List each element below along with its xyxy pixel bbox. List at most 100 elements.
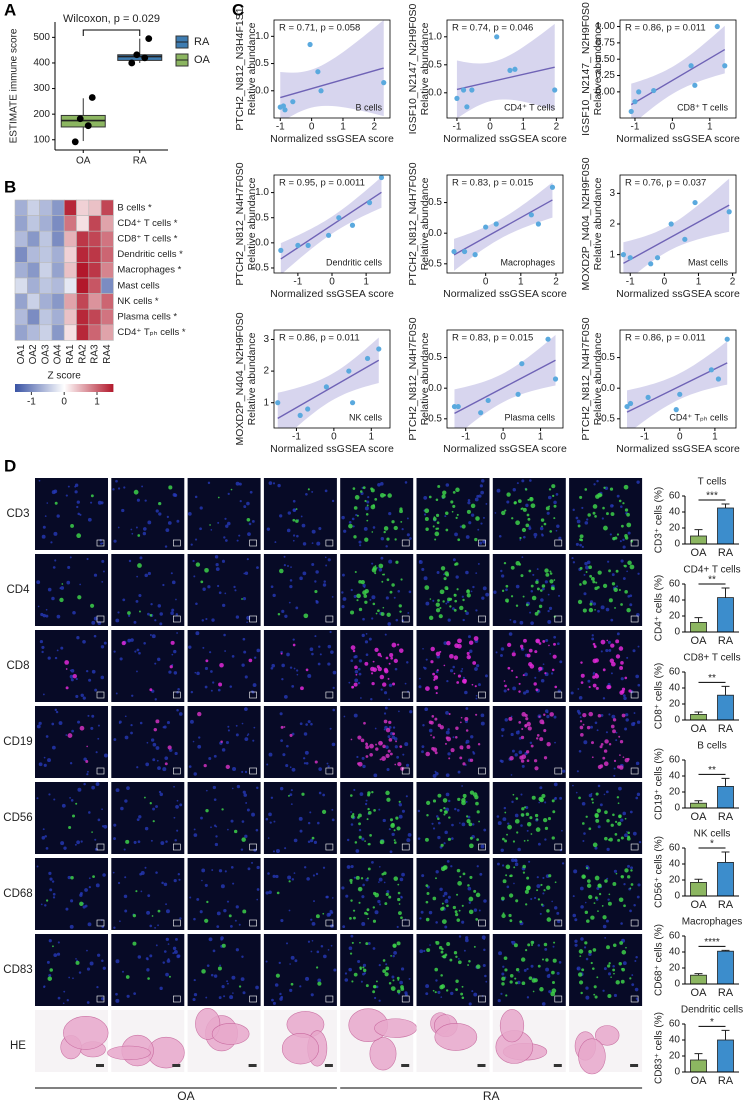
nucleus bbox=[171, 654, 173, 656]
nucleus bbox=[102, 542, 104, 544]
stain-signal bbox=[525, 949, 527, 951]
nucleus bbox=[90, 727, 93, 730]
stain-signal bbox=[147, 977, 150, 980]
stain-signal bbox=[519, 683, 521, 685]
nucleus bbox=[243, 638, 246, 641]
nucleus bbox=[228, 493, 230, 495]
stain-signal bbox=[582, 713, 586, 717]
stain-signal bbox=[366, 984, 369, 987]
row-label: Dendritic cells * bbox=[117, 249, 183, 260]
stain-signal bbox=[588, 950, 592, 954]
nucleus bbox=[319, 792, 322, 795]
stain-signal bbox=[523, 596, 525, 598]
nucleus bbox=[271, 664, 275, 668]
nucleus bbox=[610, 504, 614, 508]
heat-cell bbox=[89, 309, 101, 325]
stain-signal bbox=[430, 660, 433, 663]
nucleus bbox=[251, 813, 255, 817]
stain-signal bbox=[400, 985, 404, 989]
heat-cell bbox=[52, 294, 64, 310]
nucleus bbox=[529, 479, 532, 482]
nucleus bbox=[189, 897, 191, 899]
stain-signal bbox=[580, 992, 582, 994]
nucleus bbox=[363, 964, 366, 967]
stain-signal bbox=[443, 866, 447, 870]
stain-signal bbox=[158, 502, 161, 505]
stain-signal bbox=[618, 802, 620, 804]
nucleus bbox=[70, 762, 72, 764]
stain-signal bbox=[594, 609, 596, 611]
stain-signal bbox=[526, 877, 529, 880]
stain-signal bbox=[386, 728, 390, 732]
stain-signal bbox=[587, 884, 591, 888]
nucleus bbox=[223, 634, 226, 637]
nucleus bbox=[576, 517, 579, 520]
nucleus bbox=[266, 961, 268, 963]
stain-signal bbox=[584, 488, 587, 491]
nucleus bbox=[232, 655, 235, 658]
stain-signal bbox=[516, 797, 519, 800]
y-axis-label: Relative abundance bbox=[246, 177, 258, 270]
stain-signal bbox=[552, 836, 555, 839]
stain-signal bbox=[525, 488, 527, 490]
nucleus bbox=[432, 600, 434, 602]
nucleus bbox=[133, 992, 136, 995]
nucleus bbox=[71, 730, 74, 733]
y-tick-label: 20 bbox=[669, 875, 681, 886]
stain-signal bbox=[431, 715, 434, 718]
nucleus bbox=[462, 619, 464, 621]
stain-signal bbox=[452, 505, 455, 508]
stain-signal bbox=[461, 798, 466, 803]
nucleus bbox=[396, 756, 399, 759]
nucleus bbox=[210, 670, 213, 673]
nucleus bbox=[424, 707, 428, 711]
point bbox=[553, 376, 558, 381]
nucleus bbox=[211, 618, 214, 621]
nucleus bbox=[213, 786, 216, 789]
stain-signal bbox=[457, 798, 460, 801]
stain-signal bbox=[523, 674, 525, 676]
stain-signal bbox=[622, 714, 626, 718]
nucleus bbox=[406, 795, 408, 797]
tissue bbox=[435, 1023, 477, 1050]
stain-signal bbox=[467, 652, 470, 655]
stain-signal bbox=[459, 876, 461, 878]
nucleus bbox=[332, 596, 334, 598]
nucleus bbox=[159, 622, 162, 625]
nucleus bbox=[375, 728, 377, 730]
nucleus bbox=[351, 865, 354, 868]
nucleus bbox=[125, 715, 127, 717]
nucleus bbox=[424, 576, 428, 580]
y-tick-label: 60 bbox=[669, 491, 681, 502]
nucleus bbox=[225, 539, 228, 542]
nucleus bbox=[252, 520, 255, 523]
stain-signal bbox=[363, 486, 366, 489]
nucleus bbox=[607, 898, 609, 900]
nucleus bbox=[224, 650, 226, 652]
nucleus bbox=[359, 659, 362, 662]
nucleus bbox=[250, 491, 253, 494]
stain-signal bbox=[394, 829, 396, 831]
stain-signal bbox=[629, 887, 631, 889]
stain-signal bbox=[527, 759, 530, 762]
heat-cell bbox=[64, 200, 76, 216]
nucleus bbox=[130, 724, 132, 726]
nucleus bbox=[46, 847, 49, 850]
stain-signal bbox=[389, 663, 391, 665]
stain-signal bbox=[475, 918, 478, 921]
stain-signal bbox=[515, 899, 518, 902]
scale-bar bbox=[478, 1064, 486, 1067]
stain-signal bbox=[507, 825, 512, 830]
stain-signal bbox=[448, 816, 450, 818]
nucleus bbox=[379, 1000, 381, 1002]
nucleus bbox=[342, 925, 345, 928]
stain-signal bbox=[204, 919, 208, 923]
nucleus bbox=[221, 985, 224, 988]
nucleus bbox=[196, 672, 200, 676]
nucleus bbox=[350, 811, 352, 813]
stain-signal bbox=[446, 736, 449, 739]
nucleus bbox=[176, 632, 178, 634]
stain-signal bbox=[509, 875, 511, 877]
stain-signal bbox=[546, 742, 550, 746]
nucleus bbox=[409, 710, 412, 713]
